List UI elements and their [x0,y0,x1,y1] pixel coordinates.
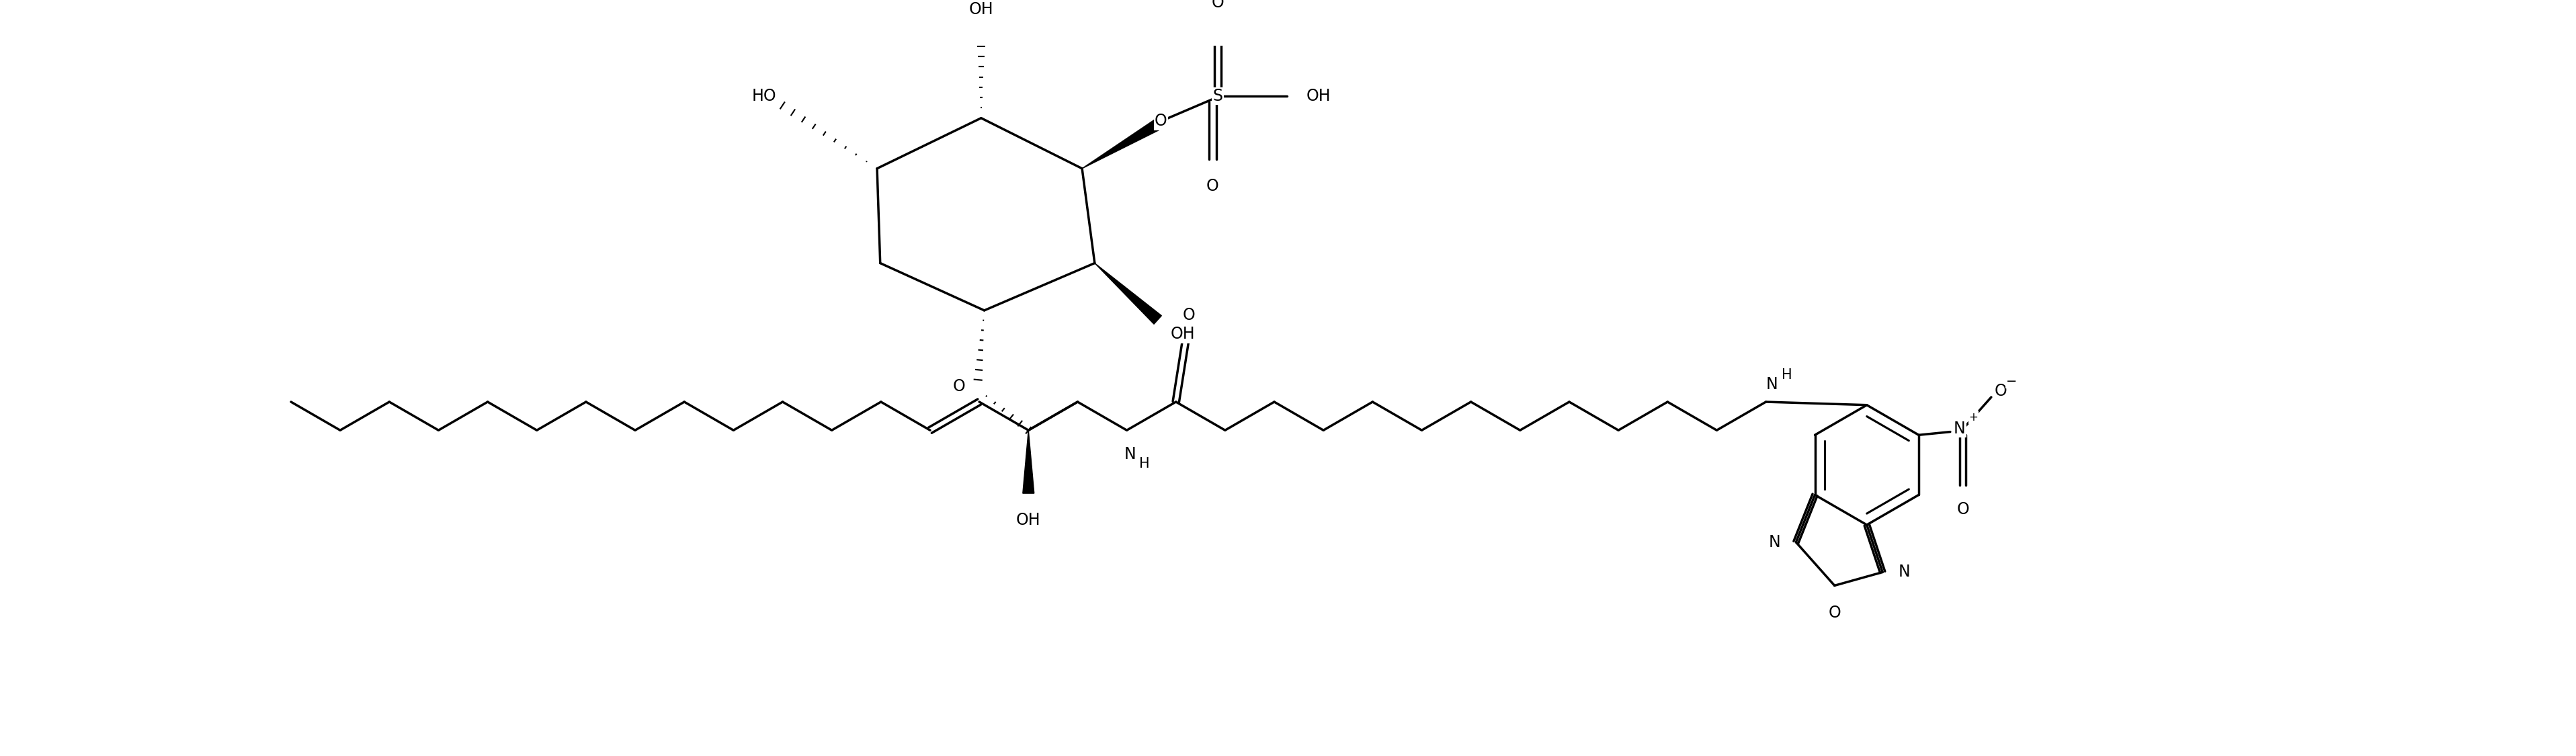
Text: O: O [1206,178,1218,194]
Text: N: N [1123,446,1136,462]
Text: O: O [1211,0,1224,11]
Text: OH: OH [1170,326,1195,342]
Text: OH: OH [1306,88,1332,104]
Text: H: H [1139,457,1149,470]
Text: N: N [1767,376,1777,392]
Text: HO: HO [752,88,775,104]
Text: O: O [1994,383,2007,399]
Text: H: H [1783,368,1793,382]
Text: N: N [1767,534,1780,550]
Polygon shape [1095,263,1162,324]
Text: O: O [1154,113,1167,129]
Polygon shape [1082,119,1162,169]
Text: O: O [953,378,966,394]
Text: O: O [1829,605,1842,621]
Text: OH: OH [1015,513,1041,528]
Text: O: O [1958,501,1968,517]
Text: −: − [2007,375,2017,388]
Text: S: S [1213,88,1224,104]
Text: +: + [1968,411,1978,423]
Text: OH: OH [969,1,994,17]
Text: O: O [1182,307,1195,323]
Text: N: N [1953,420,1965,437]
Text: N: N [1899,564,1911,580]
Polygon shape [1023,430,1033,494]
